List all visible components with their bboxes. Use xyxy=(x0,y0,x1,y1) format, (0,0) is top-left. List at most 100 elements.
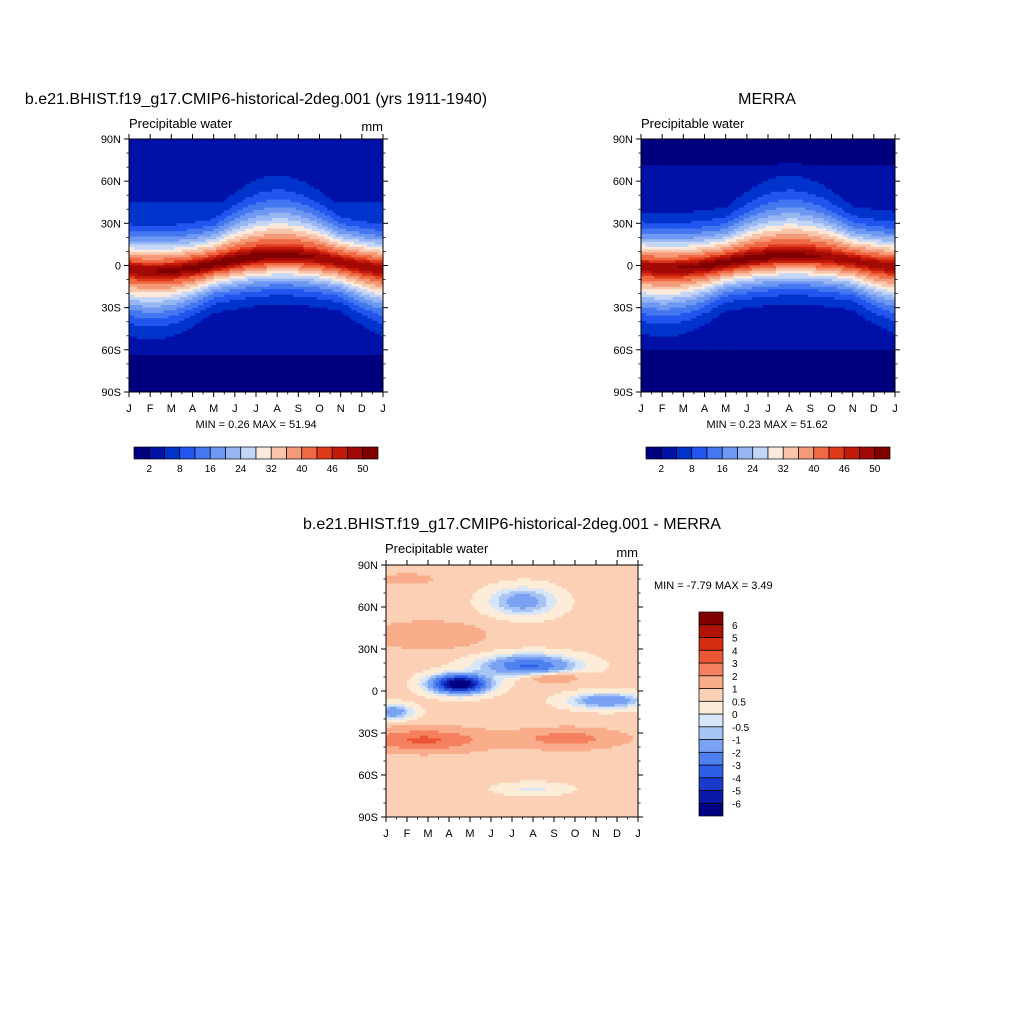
heatmap-cell xyxy=(345,178,350,182)
heatmap-cell xyxy=(330,273,334,277)
heatmap-cell xyxy=(277,165,281,169)
heatmap-cell xyxy=(380,244,384,248)
heatmap-cell xyxy=(343,204,347,208)
heatmap-cell xyxy=(134,178,138,182)
heatmap-cell xyxy=(332,202,336,206)
heatmap-cell xyxy=(327,265,331,269)
heatmap-cell xyxy=(282,170,286,174)
heatmap-cell xyxy=(324,254,328,258)
heatmap-cell xyxy=(369,252,373,256)
heatmap-cell xyxy=(314,220,318,224)
heatmap-cell xyxy=(144,160,148,164)
heatmap-cell xyxy=(298,212,302,216)
heatmap-cell xyxy=(258,194,262,198)
heatmap-cell xyxy=(179,231,183,235)
heatmap-cell xyxy=(237,210,241,214)
heatmap-cell xyxy=(316,241,320,245)
heatmap-cell xyxy=(163,225,167,230)
heatmap-cell xyxy=(211,144,215,148)
heatmap-cell xyxy=(129,247,133,251)
heatmap-cell xyxy=(171,162,175,166)
heatmap-cell xyxy=(250,157,254,161)
heatmap-cell xyxy=(322,262,326,266)
heatmap-cell xyxy=(134,265,138,269)
heatmap-cell xyxy=(316,146,320,150)
heatmap-cell xyxy=(139,165,143,169)
heatmap-cell xyxy=(271,173,275,177)
heatmap-cell xyxy=(184,241,188,245)
heatmap-cell xyxy=(234,160,238,164)
heatmap-cell xyxy=(330,262,334,266)
heatmap-cell xyxy=(163,257,167,261)
heatmap-cell xyxy=(245,152,249,156)
heatmap-cell xyxy=(253,173,257,177)
heatmap-cell xyxy=(173,183,178,187)
heatmap-cell xyxy=(375,262,379,266)
heatmap-cell xyxy=(285,204,289,208)
heatmap-cell xyxy=(338,244,342,248)
heatmap-cell xyxy=(158,149,162,153)
heatmap-cell xyxy=(380,220,384,224)
heatmap-cell xyxy=(332,175,336,179)
heatmap-cell xyxy=(242,165,246,169)
heatmap-cell xyxy=(150,165,154,169)
heatmap-cell xyxy=(134,149,138,153)
heatmap-cell xyxy=(324,204,328,208)
heatmap-cell xyxy=(314,210,318,214)
heatmap-cell xyxy=(242,265,246,269)
heatmap-cell xyxy=(129,165,133,169)
heatmap-cell xyxy=(287,231,291,235)
heatmap-cell xyxy=(192,162,196,166)
heatmap-cell xyxy=(290,160,294,164)
heatmap-cell xyxy=(340,220,344,224)
heatmap-cell xyxy=(205,239,209,243)
heatmap-cell xyxy=(356,265,360,269)
heatmap-cell xyxy=(335,204,339,208)
heatmap-cell xyxy=(187,146,191,150)
heatmap-cell xyxy=(176,247,180,251)
heatmap-cell xyxy=(218,236,223,240)
heatmap-cell xyxy=(274,194,278,198)
heatmap-cell xyxy=(340,228,344,232)
heatmap-cell xyxy=(311,233,315,237)
heatmap-cell xyxy=(250,207,254,211)
heatmap-cell xyxy=(253,194,257,198)
heatmap-cell xyxy=(330,212,334,216)
heatmap-cell xyxy=(348,173,352,177)
heatmap-cell xyxy=(295,154,299,158)
heatmap-cell xyxy=(176,215,180,219)
heatmap-cell xyxy=(314,236,318,240)
heatmap-cell xyxy=(155,249,159,253)
heatmap-cell xyxy=(152,249,156,253)
heatmap-cell xyxy=(221,154,225,158)
heatmap-cell xyxy=(263,207,267,211)
heatmap-cell xyxy=(158,262,162,266)
heatmap-cell xyxy=(181,212,185,216)
heatmap-cell xyxy=(205,231,209,235)
heatmap-cell xyxy=(314,225,318,230)
heatmap-cell xyxy=(353,212,357,216)
heatmap-cell xyxy=(237,239,241,243)
heatmap-cell xyxy=(147,186,151,190)
heatmap-cell xyxy=(213,186,217,190)
heatmap-cell xyxy=(205,204,209,208)
heatmap-cell xyxy=(192,167,196,172)
heatmap-cell xyxy=(295,165,299,169)
heatmap-cell xyxy=(147,239,151,243)
heatmap-cell xyxy=(237,231,241,235)
heatmap-cell xyxy=(269,231,273,235)
heatmap-cell xyxy=(200,204,204,208)
heatmap-cell xyxy=(356,249,360,253)
heatmap-cell xyxy=(332,212,336,216)
heatmap-cell xyxy=(129,212,133,216)
heatmap-cell xyxy=(213,247,217,251)
heatmap-cell xyxy=(266,141,270,145)
heatmap-cell xyxy=(205,144,209,148)
heatmap-cell xyxy=(179,215,183,219)
heatmap-cell xyxy=(179,218,183,222)
heatmap-cell xyxy=(232,210,236,214)
heatmap-cell xyxy=(380,167,384,172)
heatmap-cell xyxy=(311,152,315,156)
heatmap-cell xyxy=(319,149,323,153)
heatmap-cell xyxy=(343,183,347,187)
